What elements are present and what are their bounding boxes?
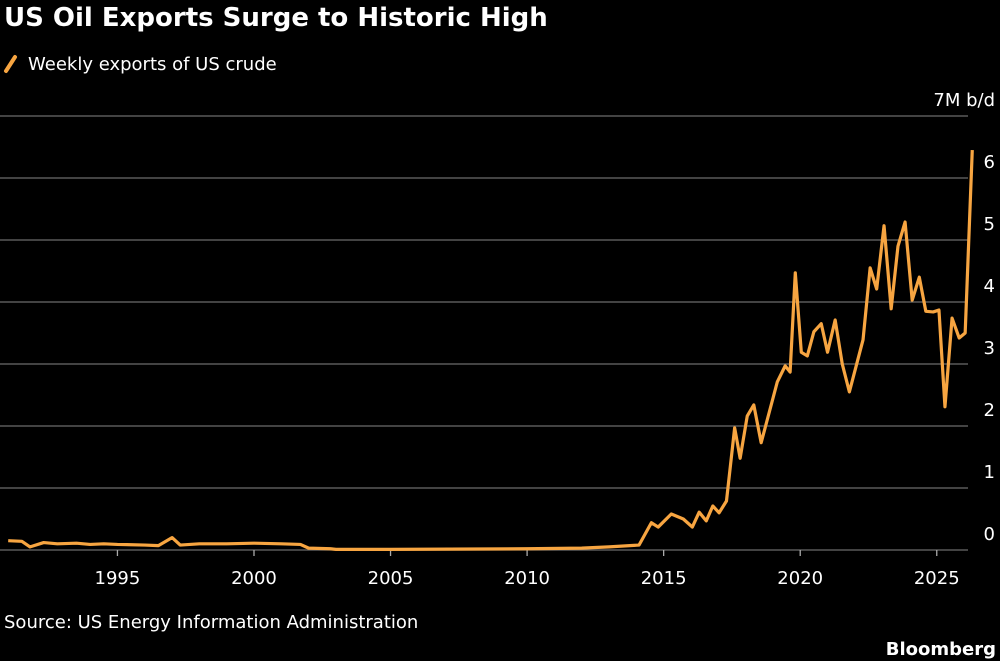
y-tick-label: 1: [984, 462, 995, 483]
x-tick-label: 2020: [777, 568, 823, 589]
x-tick-label: 2010: [504, 568, 550, 589]
y-tick-label: 2: [984, 400, 995, 421]
x-tick-label: 2015: [641, 568, 687, 589]
brand: Bloomberg: [886, 639, 996, 660]
x-tick-label: 2005: [368, 568, 414, 589]
y-tick-label: 3: [984, 338, 995, 359]
y-tick-label: 6: [984, 152, 995, 173]
y-tick-label: 7M b/d: [933, 90, 995, 111]
data-line: [8, 150, 974, 551]
y-tick-label: 0: [984, 524, 995, 545]
x-tick-label: 1995: [95, 568, 141, 589]
y-tick-label: 5: [984, 214, 995, 235]
x-tick-label: 2000: [231, 568, 277, 589]
legend-label: Weekly exports of US crude: [28, 54, 277, 75]
y-tick-label: 4: [984, 276, 995, 297]
source: Source: US Energy Information Administra…: [4, 612, 418, 633]
x-tick-label: 2025: [914, 568, 960, 589]
legend-swatch: [4, 55, 17, 73]
chart-title: US Oil Exports Surge to Historic High: [4, 3, 548, 33]
